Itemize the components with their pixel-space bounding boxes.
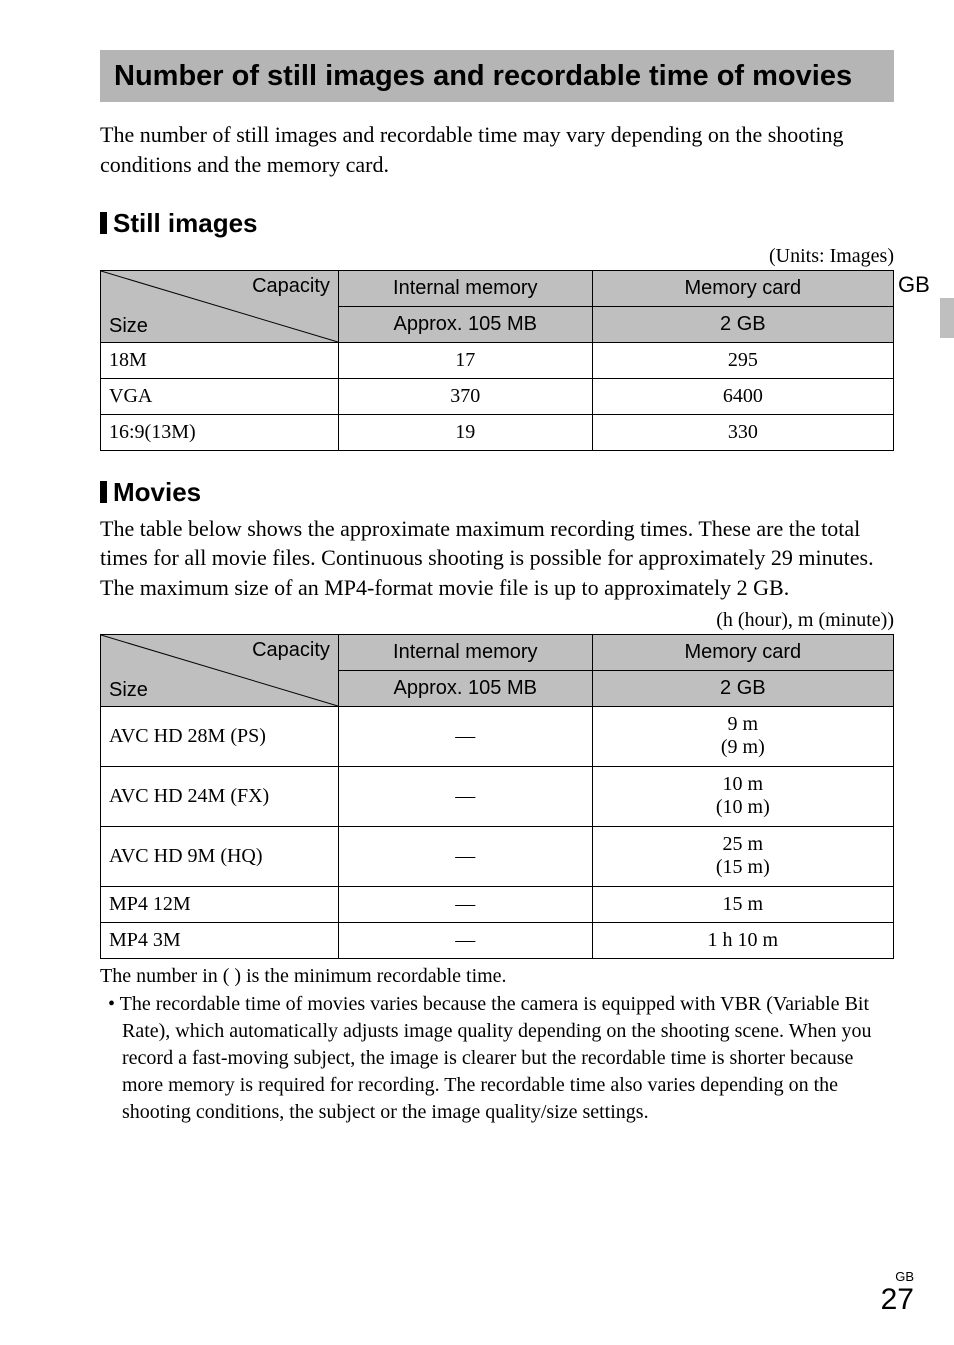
- table-row: VGA3706400: [101, 378, 894, 414]
- movies-diag-capacity: Capacity: [252, 639, 330, 662]
- movies-diagonal-header: Capacity Size: [101, 634, 339, 706]
- page-gb-label: GB: [881, 1270, 914, 1283]
- page-title-block: Number of still images and recordable ti…: [100, 50, 894, 102]
- row-card: 25 m (15 m): [592, 826, 893, 886]
- row-label: 16:9(13M): [101, 414, 339, 450]
- movies-diag-size: Size: [109, 679, 148, 702]
- row-label: MP4 12M: [101, 886, 339, 922]
- page-title: Number of still images and recordable ti…: [114, 58, 880, 94]
- gb-side-tab: GB: [894, 272, 954, 298]
- bullet-note: • The recordable time of movies varies b…: [100, 991, 894, 1126]
- still-diag-size: Size: [109, 315, 148, 338]
- movies-hdr-card: Memory card: [592, 634, 893, 670]
- footnote: The number in ( ) is the minimum recorda…: [100, 963, 894, 989]
- still-table: Capacity Size Internal memory Memory car…: [100, 270, 894, 451]
- still-sub-card: 2 GB: [592, 306, 893, 342]
- row-card: 9 m (9 m): [592, 706, 893, 766]
- row-card: 10 m (10 m): [592, 766, 893, 826]
- table-row: AVC HD 28M (PS)—9 m (9 m): [101, 706, 894, 766]
- row-card: 330: [592, 414, 893, 450]
- table-row: 16:9(13M)19330: [101, 414, 894, 450]
- row-card: 6400: [592, 378, 893, 414]
- movies-sub-internal: Approx. 105 MB: [338, 670, 592, 706]
- still-sub-internal: Approx. 105 MB: [338, 306, 592, 342]
- row-card: 1 h 10 m: [592, 922, 893, 958]
- intro-paragraph: The number of still images and recordabl…: [100, 120, 894, 179]
- movies-hdr-internal: Internal memory: [338, 634, 592, 670]
- row-internal: —: [338, 766, 592, 826]
- movies-table: Capacity Size Internal memory Memory car…: [100, 634, 894, 959]
- still-diagonal-header: Capacity Size: [101, 270, 339, 342]
- table-row: AVC HD 24M (FX)—10 m (10 m): [101, 766, 894, 826]
- row-internal: 17: [338, 342, 592, 378]
- movies-units: (h (hour), m (minute)): [100, 609, 894, 632]
- row-label: 18M: [101, 342, 339, 378]
- table-row: MP4 12M—15 m: [101, 886, 894, 922]
- row-internal: —: [338, 826, 592, 886]
- row-label: AVC HD 24M (FX): [101, 766, 339, 826]
- row-card: 295: [592, 342, 893, 378]
- row-card: 15 m: [592, 886, 893, 922]
- table-row: MP4 3M—1 h 10 m: [101, 922, 894, 958]
- movies-paragraph: The table below shows the approximate ma…: [100, 514, 894, 603]
- still-diag-capacity: Capacity: [252, 275, 330, 298]
- movies-sub-card: 2 GB: [592, 670, 893, 706]
- row-label: VGA: [101, 378, 339, 414]
- row-label: MP4 3M: [101, 922, 339, 958]
- still-units: (Units: Images): [100, 245, 894, 268]
- table-row: 18M17295: [101, 342, 894, 378]
- still-hdr-internal: Internal memory: [338, 270, 592, 306]
- table-row: AVC HD 9M (HQ)—25 m (15 m): [101, 826, 894, 886]
- still-rows: 18M17295VGA370640016:9(13M)19330: [101, 342, 894, 450]
- still-header-row-1: Capacity Size Internal memory Memory car…: [101, 270, 894, 306]
- row-internal: 19: [338, 414, 592, 450]
- row-internal: 370: [338, 378, 592, 414]
- row-internal: —: [338, 886, 592, 922]
- row-internal: —: [338, 706, 592, 766]
- still-heading: Still images: [100, 208, 894, 239]
- row-internal: —: [338, 922, 592, 958]
- still-hdr-card: Memory card: [592, 270, 893, 306]
- movies-header-row-1: Capacity Size Internal memory Memory car…: [101, 634, 894, 670]
- row-label: AVC HD 9M (HQ): [101, 826, 339, 886]
- movies-rows: AVC HD 28M (PS)—9 m (9 m)AVC HD 24M (FX)…: [101, 706, 894, 958]
- page-number-value: 27: [881, 1283, 914, 1316]
- page-number: GB 27: [881, 1270, 914, 1317]
- row-label: AVC HD 28M (PS): [101, 706, 339, 766]
- movies-heading: Movies: [100, 477, 894, 508]
- gb-side-bar: [940, 298, 954, 338]
